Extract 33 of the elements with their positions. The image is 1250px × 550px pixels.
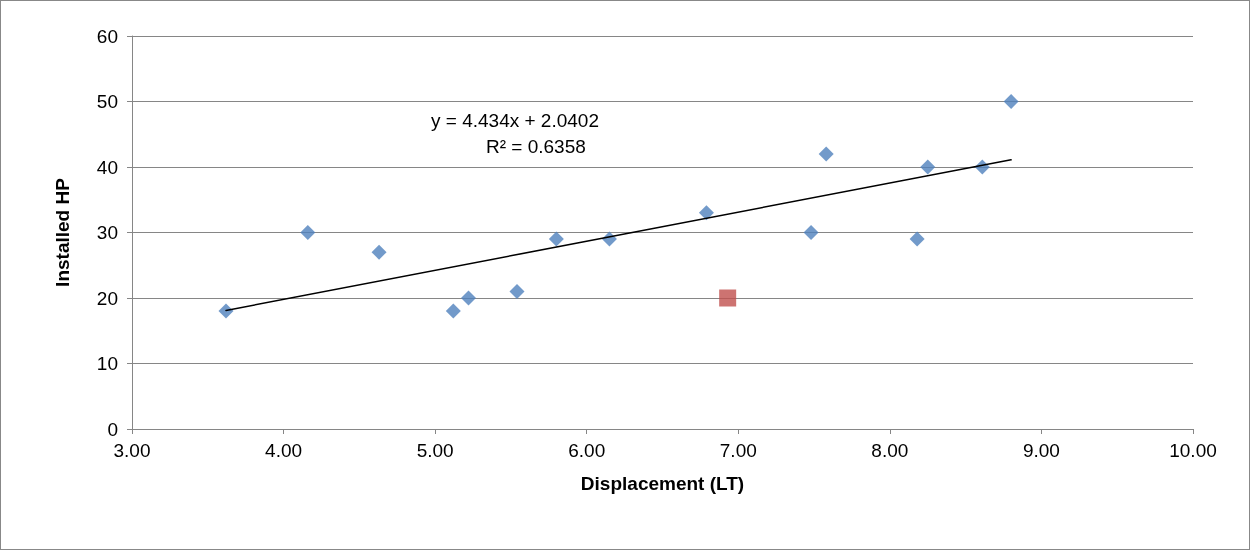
y-tick-label: 60: [96, 25, 118, 47]
x-axis-title: Displacement (LT): [580, 473, 745, 494]
point: [719, 289, 737, 307]
x-tick-label: 10.00: [1169, 440, 1217, 461]
x-tick-label: 7.00: [719, 440, 757, 461]
y-tick-label: 50: [96, 91, 118, 112]
y-tick-label: 10: [96, 353, 118, 374]
point: [818, 146, 834, 162]
point: [460, 290, 476, 306]
point: [698, 205, 714, 221]
y-tick-label: 40: [96, 156, 118, 178]
x-tick-label: 9.00: [1022, 440, 1060, 461]
x-tick-label: 6.00: [568, 440, 606, 461]
point: [920, 159, 936, 175]
point: [1003, 94, 1019, 109]
point: [909, 231, 925, 247]
point: [300, 225, 316, 240]
annotation: y = 4.434x + 2.0402: [431, 110, 599, 131]
x-tick-label: 4.00: [265, 440, 303, 461]
annotation: R² = 0.6358: [486, 136, 586, 157]
y-tick-label: 0: [107, 418, 118, 440]
point: [803, 225, 819, 240]
point: [509, 283, 525, 299]
point: [548, 231, 564, 247]
point: [218, 303, 234, 319]
point: [371, 244, 387, 260]
point: [445, 303, 461, 319]
x-tick-label: 5.00: [416, 440, 454, 461]
x-tick-label: 8.00: [871, 440, 909, 461]
y-tick-label: 20: [96, 287, 118, 309]
y-tick-label: 30: [96, 222, 118, 243]
x-tick-label: 3.00: [113, 440, 151, 461]
y-axis-title: Installed HP: [52, 177, 73, 287]
